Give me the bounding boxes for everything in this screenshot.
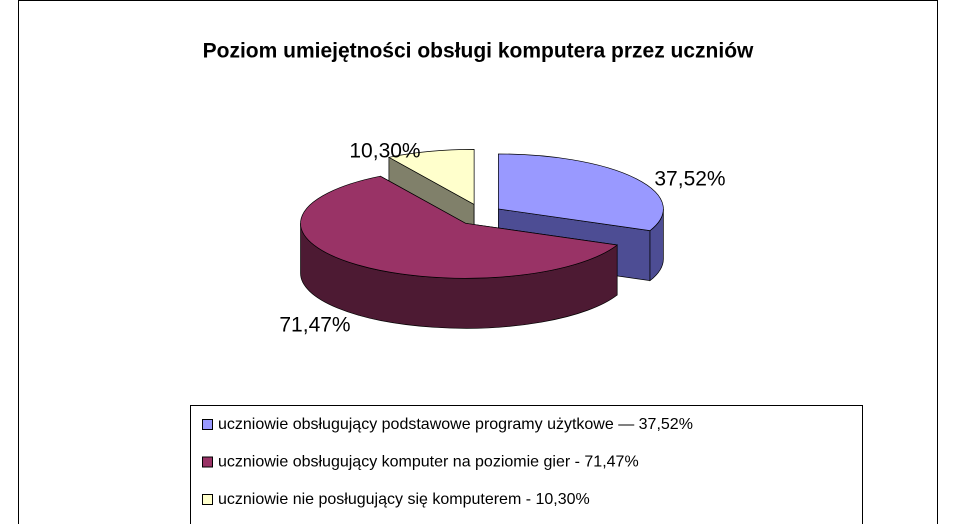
legend-swatch — [202, 419, 213, 430]
slice-top — [387, 149, 475, 205]
legend-label: uczniowie obsługujący komputer na poziom… — [218, 454, 639, 471]
legend-label: uczniowie obsługujący podstawowe program… — [218, 416, 693, 433]
slice-top — [300, 175, 619, 279]
legend-swatch — [202, 494, 213, 505]
legend-box — [190, 405, 863, 524]
legend-label: uczniowie nie posługujący się komputerem… — [218, 491, 590, 508]
chart-title: Poziom umiejętności obsługi komputera pr… — [203, 40, 754, 63]
legend-swatch — [202, 456, 213, 468]
data-label: 71,47% — [279, 314, 350, 337]
data-label: 10,30% — [349, 140, 420, 163]
slice-top — [498, 153, 664, 232]
pie-slice — [300, 175, 619, 329]
data-label: 37,52% — [654, 168, 725, 191]
